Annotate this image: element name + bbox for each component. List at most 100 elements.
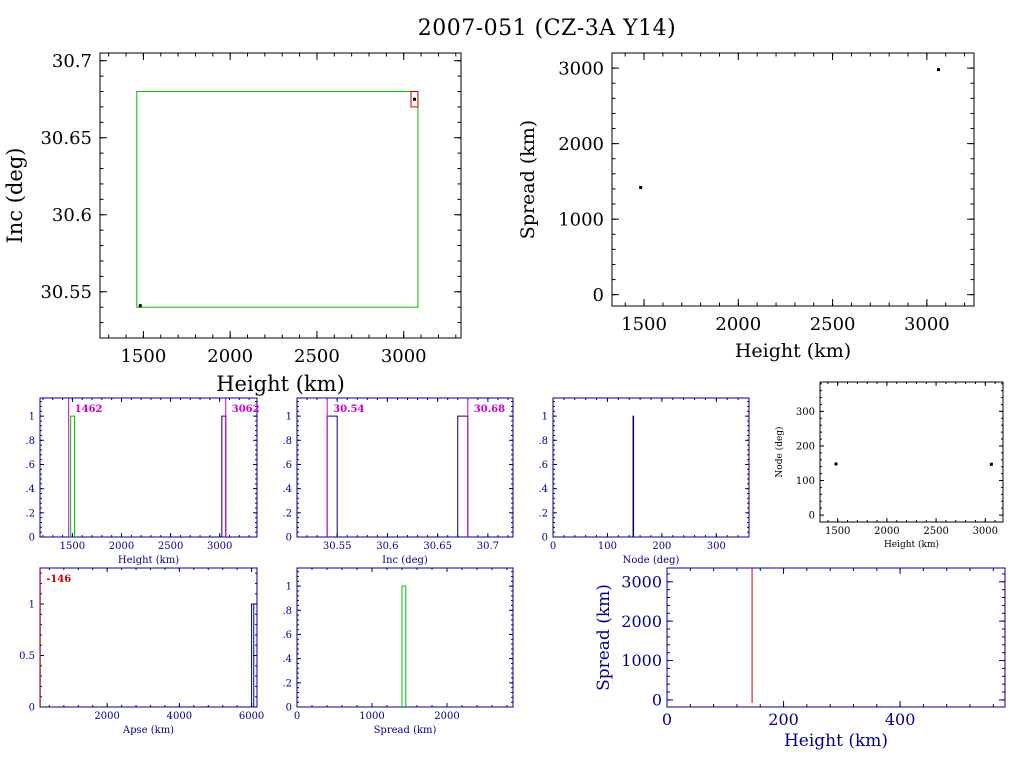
y-tick-label: 0 [286, 703, 292, 714]
data-point [937, 68, 941, 72]
chart-inc_vs_height: 1500 2000 2500 3000 30.55 30.6 30.65 30.7 Height… [3, 51, 462, 396]
y-tick-label: 1 [286, 412, 292, 423]
y-tick-label: .4 [538, 484, 548, 495]
y-axis-label: Spread (km) [517, 120, 539, 239]
marker-label: -146 [46, 574, 71, 585]
y-tick-label: 3000 [558, 58, 604, 79]
x-tick-label: 2000 [94, 711, 119, 722]
x-tick-label: 1500 [825, 526, 850, 537]
x-tick-label: 30.65 [423, 541, 452, 552]
x-tick-label: 2500 [158, 541, 183, 552]
y-tick-label: 0 [652, 691, 662, 710]
y-tick-label: .8 [25, 436, 35, 447]
x-tick-label: 2000 [109, 541, 134, 552]
chart-spread_hist: 0 1000 2000 0 .2 .4 .6 .8 1 Spread (km) [282, 567, 514, 736]
y-tick-label: 0 [542, 533, 548, 544]
y-tick-label: 200 [796, 441, 815, 452]
x-tick-label: 400 [885, 710, 916, 729]
x-tick-label: 30.6 [376, 541, 398, 552]
y-tick-label: 3000 [621, 572, 662, 591]
histogram-bar [457, 415, 469, 537]
x-tick-label: 3000 [381, 346, 427, 367]
data-point [989, 462, 993, 466]
chart-spread_vs_height_low: 0 200 400 0 1000 2000 3000 Height (km) Spread (k… [594, 567, 1006, 751]
x-tick-label: 4000 [167, 711, 192, 722]
marker-label: 30.68 [474, 404, 505, 415]
x-tick-label: 2500 [810, 314, 856, 335]
histogram-bar [221, 415, 227, 537]
x-tick-label: 200 [768, 710, 799, 729]
marker-label: 30.54 [333, 404, 364, 415]
x-axis-label: Height (km) [784, 731, 888, 751]
y-tick-label: .6 [282, 460, 292, 471]
x-tick-label: 2000 [207, 346, 253, 367]
plot-frame [39, 567, 258, 708]
x-axis-label: Height (km) [216, 372, 345, 396]
y-tick-label: 2000 [558, 134, 604, 155]
x-axis-label: Node (deg) [623, 555, 680, 566]
y-tick-label: .4 [25, 484, 35, 495]
x-tick-label: 2000 [874, 526, 899, 537]
plot-frame [666, 567, 1006, 708]
chart-apse_hist: 2000 4000 6000 0 0.5 1 Apse (km) -146 [19, 567, 264, 736]
y-tick-label: .2 [25, 508, 35, 519]
range-box [136, 91, 419, 308]
x-axis-label: Height (km) [735, 340, 851, 362]
y-tick-label: .2 [538, 508, 548, 519]
plot-frame [296, 397, 514, 538]
x-tick-label: 100 [598, 541, 617, 552]
data-point [138, 304, 142, 308]
histogram-bar [401, 585, 407, 707]
x-axis-label: Inc (deg) [382, 555, 428, 566]
y-tick-label: 300 [796, 407, 815, 418]
x-tick-label: 0 [550, 541, 556, 552]
marker-label: 1462 [75, 404, 103, 415]
x-tick-label: 3000 [973, 526, 998, 537]
y-tick-label: 1 [286, 582, 292, 593]
chart-height_hist: 1500 2000 2500 3000 0 .2 .4 .6 .8 1 Height (km) 146… [25, 397, 260, 566]
plot-frame [611, 52, 975, 307]
y-tick-label: 1 [542, 412, 548, 423]
y-axis-label: Node (deg) [774, 426, 785, 477]
x-tick-label: 2500 [294, 346, 340, 367]
y-tick-label: 100 [796, 476, 815, 487]
range-box [410, 91, 419, 108]
y-tick-label: .2 [282, 678, 292, 689]
y-tick-label: 1 [29, 412, 35, 423]
y-tick-label: .6 [282, 630, 292, 641]
x-tick-label: 1000 [359, 711, 384, 722]
y-tick-label: 30.7 [52, 51, 92, 72]
plot-frame [296, 567, 514, 708]
y-tick-label: .4 [282, 484, 292, 495]
data-point [639, 185, 643, 189]
y-tick-label: .4 [282, 654, 292, 665]
y-tick-label: .2 [282, 508, 292, 519]
chart-node_vs_height: 1500 2000 2500 3000 0 100 200 300 Height (km) Nod… [774, 381, 1004, 550]
x-tick-label: 0 [294, 711, 300, 722]
x-axis-label: Apse (km) [122, 725, 174, 736]
y-tick-label: 0 [29, 703, 35, 714]
y-tick-label: 1 [29, 600, 35, 611]
x-axis-label: Height (km) [118, 555, 179, 566]
y-tick-label: .6 [538, 460, 548, 471]
histogram-bar [632, 415, 635, 537]
x-axis-label: Height (km) [884, 539, 939, 550]
x-tick-label: 1500 [621, 314, 667, 335]
x-tick-label: 2000 [434, 711, 459, 722]
x-axis-label: Spread (km) [374, 725, 437, 736]
x-tick-label: 3000 [904, 314, 950, 335]
x-tick-label: 1500 [60, 541, 85, 552]
plot-frame [552, 397, 750, 538]
marker-label: 3062 [232, 404, 260, 415]
y-tick-label: 2000 [621, 612, 662, 631]
x-tick-label: 3000 [207, 541, 232, 552]
y-tick-label: .8 [538, 436, 548, 447]
y-tick-label: 0 [593, 285, 604, 306]
y-tick-label: 0 [29, 533, 35, 544]
y-tick-label: 0 [809, 511, 815, 522]
plot-frame [819, 381, 1004, 523]
histogram-bar [251, 603, 255, 707]
x-tick-label: 1500 [120, 346, 166, 367]
x-tick-label: 30.7 [477, 541, 499, 552]
